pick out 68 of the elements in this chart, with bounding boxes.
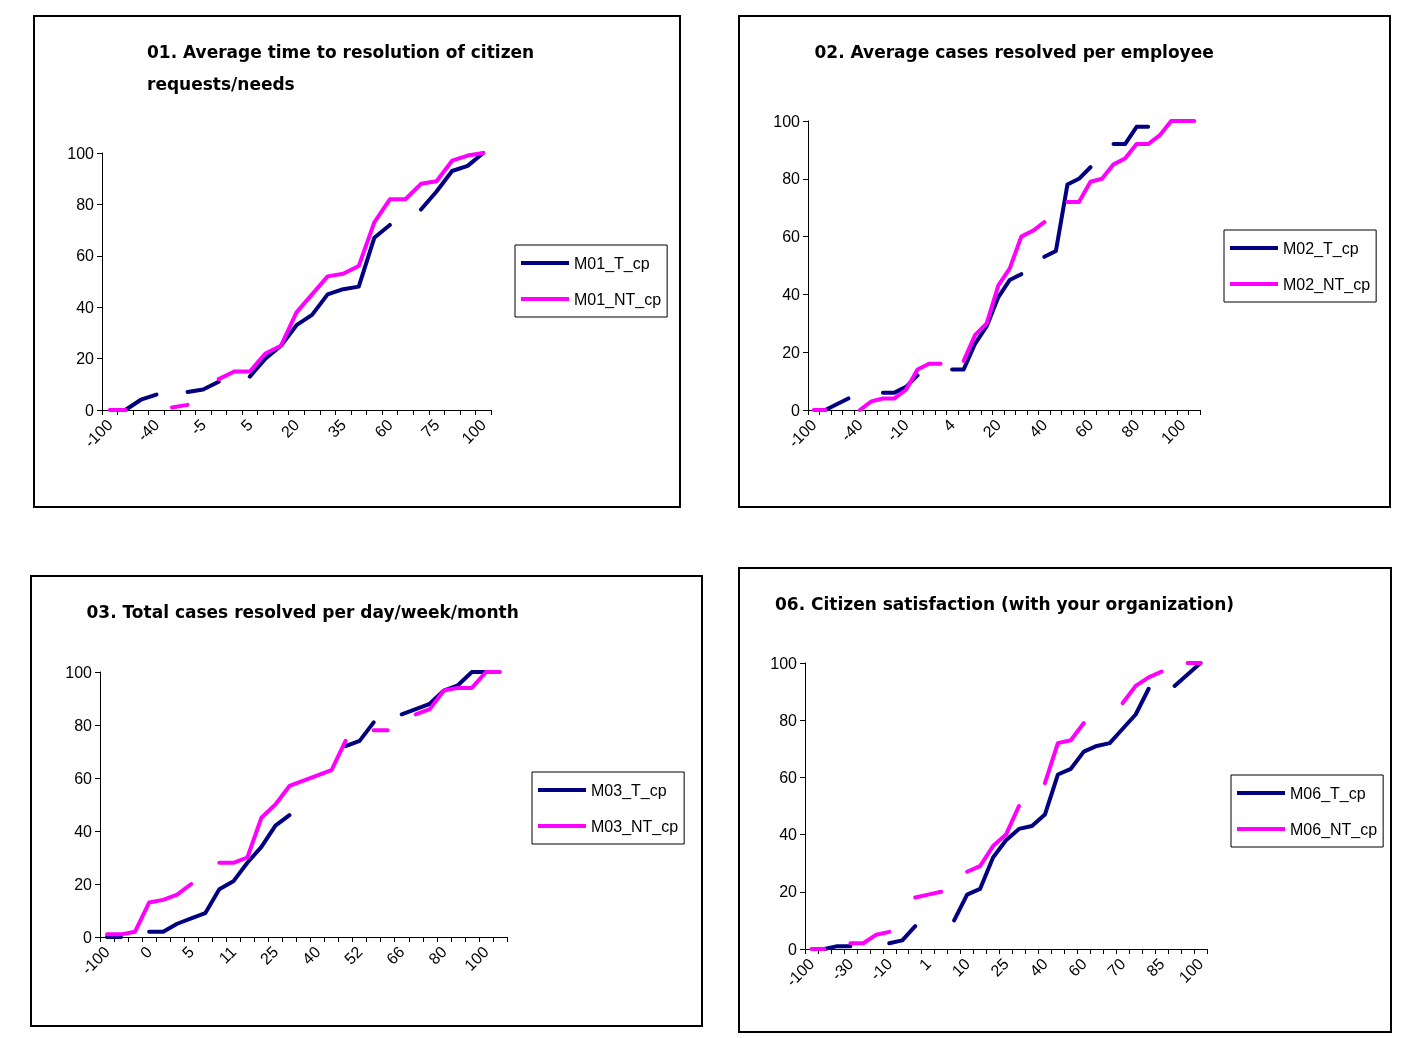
- x-tick-label: 60: [1071, 415, 1097, 441]
- y-tick-label: 80: [779, 711, 798, 729]
- y-tick-label: 40: [779, 826, 798, 844]
- x-tick-label: -40: [837, 415, 866, 445]
- y-tick-label: 80: [74, 716, 93, 734]
- chart-title: 01. Average time to resolution of citizen requests/needs: [147, 42, 541, 94]
- y-tick-label: 100: [770, 654, 798, 672]
- x-tick-label: 25: [987, 954, 1013, 980]
- x-tick-label: 5: [237, 415, 256, 435]
- y-tick-label: 100: [65, 663, 93, 681]
- y-tick-label: 100: [773, 112, 801, 130]
- y-tick-label: 40: [74, 822, 93, 840]
- legend-label: M03_NT_cp: [591, 817, 679, 836]
- y-tick-label: 80: [76, 195, 95, 213]
- x-tick-label: 25: [256, 942, 282, 968]
- y-tick-label: 40: [782, 285, 801, 303]
- x-tick-label: 0: [136, 942, 156, 962]
- x-tick-label: 20: [979, 415, 1005, 441]
- x-tick-label: 40: [298, 942, 324, 968]
- legend-label: M06_NT_cp: [1290, 820, 1378, 839]
- y-tick-label: 80: [782, 170, 801, 188]
- x-tick-label: 60: [1065, 954, 1090, 980]
- x-tick-label: 70: [1104, 954, 1129, 980]
- x-tick-label: 100: [461, 942, 493, 974]
- y-tick-label: 20: [74, 875, 93, 893]
- x-tick-label: 60: [371, 415, 396, 441]
- y-tick-label: 40: [76, 298, 95, 316]
- x-tick-label: 35: [324, 415, 350, 441]
- x-tick-label: 75: [417, 415, 443, 441]
- legend-label: M06_T_cp: [1290, 784, 1366, 803]
- x-tick-label: 4: [939, 415, 959, 435]
- x-tick-label: 66: [383, 942, 408, 968]
- legend-label: M02_NT_cp: [1283, 275, 1371, 294]
- chart-title: 06. Citizen satisfaction (with your organization): [775, 594, 1235, 614]
- x-tick-label: -40: [134, 415, 163, 445]
- x-tick-label: -10: [866, 954, 896, 984]
- y-tick-label: 20: [76, 350, 95, 368]
- x-tick-label: 100: [1157, 415, 1189, 447]
- x-tick-label: 1: [915, 954, 935, 974]
- x-tick-label: 52: [341, 942, 366, 968]
- x-tick-label: -5: [187, 415, 210, 439]
- x-tick-label: 40: [1025, 415, 1051, 441]
- y-tick-label: 20: [782, 343, 801, 361]
- x-tick-label: 80: [1118, 415, 1143, 441]
- y-tick-label: 60: [76, 247, 95, 265]
- y-tick-label: 60: [779, 768, 798, 786]
- x-tick-label: 5: [178, 942, 198, 962]
- y-tick-label: 60: [74, 769, 93, 787]
- y-tick-label: 100: [67, 144, 95, 162]
- legend-label: M02_T_cp: [1283, 239, 1359, 258]
- x-tick-label: 100: [458, 415, 490, 447]
- chart-title: 02. Average cases resolved per employee: [814, 42, 1214, 62]
- x-tick-label: -30: [828, 954, 857, 984]
- x-tick-label: 80: [425, 942, 450, 968]
- x-tick-label: 40: [1026, 954, 1051, 980]
- x-tick-label: -100: [782, 954, 818, 990]
- y-tick-label: 20: [779, 883, 798, 901]
- x-tick-label: -10: [883, 415, 913, 445]
- x-tick-label: 85: [1143, 954, 1168, 980]
- x-tick-label: 100: [1175, 954, 1207, 986]
- x-tick-label: 10: [948, 954, 974, 980]
- legend-label: M01_T_cp: [574, 254, 650, 273]
- x-tick-label: 11: [215, 942, 240, 967]
- legend-label: M01_NT_cp: [574, 290, 662, 309]
- legend-label: M03_T_cp: [591, 781, 667, 800]
- y-tick-label: 60: [782, 228, 801, 246]
- x-tick-label: 20: [277, 415, 303, 441]
- chart-title: 03. Total cases resolved per day/week/month: [86, 602, 519, 622]
